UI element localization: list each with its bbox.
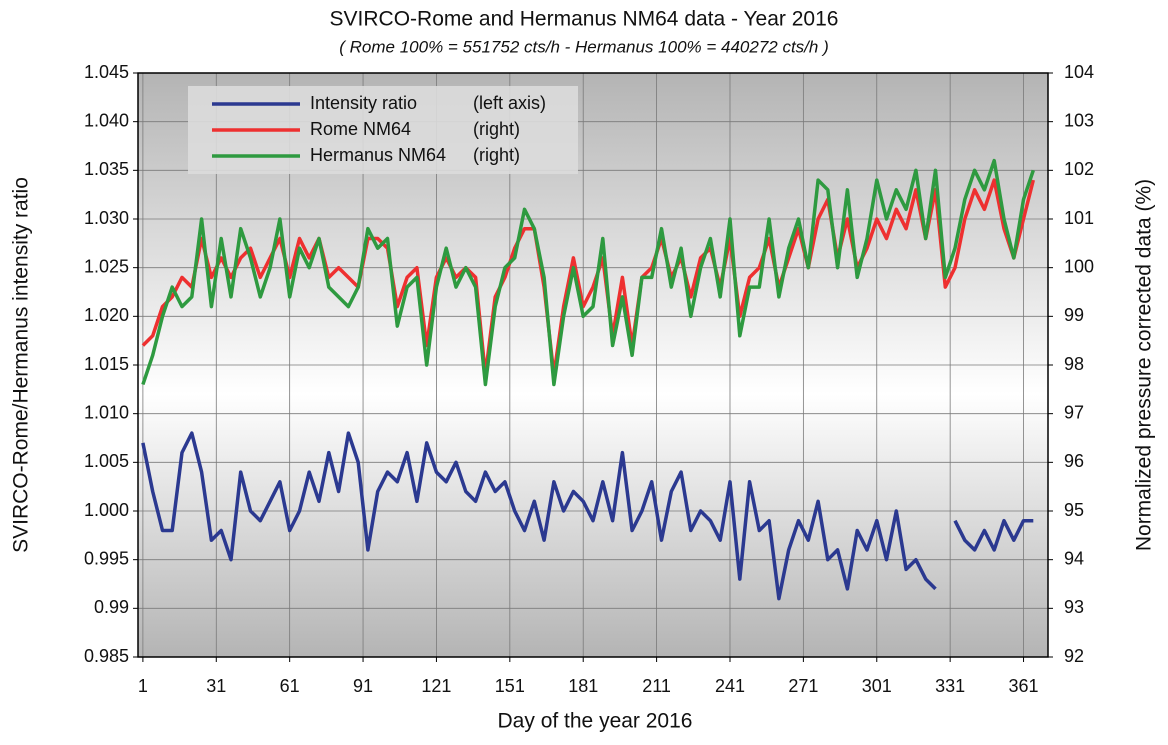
x-tick-label: 61 (280, 676, 300, 696)
y2-tick-label: 104 (1064, 62, 1094, 82)
series-line (141, 178, 1035, 377)
y2-tick-label: 98 (1064, 354, 1084, 374)
legend-label: Rome NM64 (310, 119, 411, 139)
legend-note: (right) (473, 119, 520, 139)
y-tick-label: 1.000 (84, 500, 129, 520)
legend-label: Hermanus NM64 (310, 145, 446, 165)
y2-tick-label: 97 (1064, 402, 1084, 422)
y2-tick-label: 95 (1064, 500, 1084, 520)
y-tick-label: 0.985 (84, 646, 129, 666)
legend-note: (left axis) (473, 93, 546, 113)
chart-subtitle: ( Rome 100% = 551752 cts/h - Hermanus 10… (339, 37, 829, 56)
x-tick-label: 331 (935, 676, 965, 696)
x-tick-label: 211 (642, 676, 671, 696)
x-tick-label: 121 (421, 676, 451, 696)
y-tick-label: 1.035 (84, 159, 129, 179)
y2-tick-label: 101 (1064, 208, 1094, 228)
y2-tick-label: 102 (1064, 159, 1094, 179)
series-line (141, 431, 1034, 601)
chart-title: SVIRCO-Rome and Hermanus NM64 data - Yea… (330, 8, 839, 31)
x-tick-label: 301 (862, 676, 892, 696)
y2-axis-label: Normalized pressure corrected data (%) (1133, 179, 1156, 551)
x-tick-label: 241 (715, 676, 745, 696)
y-tick-label: 1.010 (84, 402, 129, 422)
x-tick-label: 31 (206, 676, 226, 696)
x-tick-label: 271 (788, 676, 818, 696)
y-tick-label: 1.045 (84, 62, 129, 82)
y-tick-label: 1.040 (84, 110, 129, 130)
y2-tick-label: 93 (1064, 597, 1084, 617)
y2-tick-label: 96 (1064, 451, 1084, 471)
y-tick-label: 0.995 (84, 548, 129, 568)
y2-tick-label: 92 (1064, 646, 1084, 666)
y2-tick-label: 99 (1064, 305, 1084, 325)
x-tick-label: 91 (353, 676, 373, 696)
y-tick-label: 1.015 (84, 354, 129, 374)
y-tick-label: 1.005 (84, 451, 129, 471)
series-line (141, 158, 1035, 387)
y-tick-label: 1.025 (84, 256, 129, 276)
legend-note: (right) (473, 145, 520, 165)
x-tick-label: 151 (495, 676, 525, 696)
y2-tick-label: 100 (1064, 256, 1094, 276)
legend-label: Intensity ratio (310, 93, 417, 113)
y-tick-label: 1.030 (84, 208, 129, 228)
x-axis-label: Day of the year 2016 (498, 710, 693, 733)
plot-frame (137, 72, 1049, 658)
y-tick-label: 1.020 (84, 305, 129, 325)
y-axis-label: SVIRCO-Rome/Hermanus intensity ratio (10, 177, 33, 553)
x-tick-label: 1 (138, 676, 148, 696)
y2-tick-label: 94 (1064, 548, 1084, 568)
y-tick-label: 0.99 (94, 597, 129, 617)
x-tick-label: 361 (1009, 676, 1039, 696)
x-tick-label: 181 (568, 676, 598, 696)
y2-tick-label: 103 (1064, 110, 1094, 130)
